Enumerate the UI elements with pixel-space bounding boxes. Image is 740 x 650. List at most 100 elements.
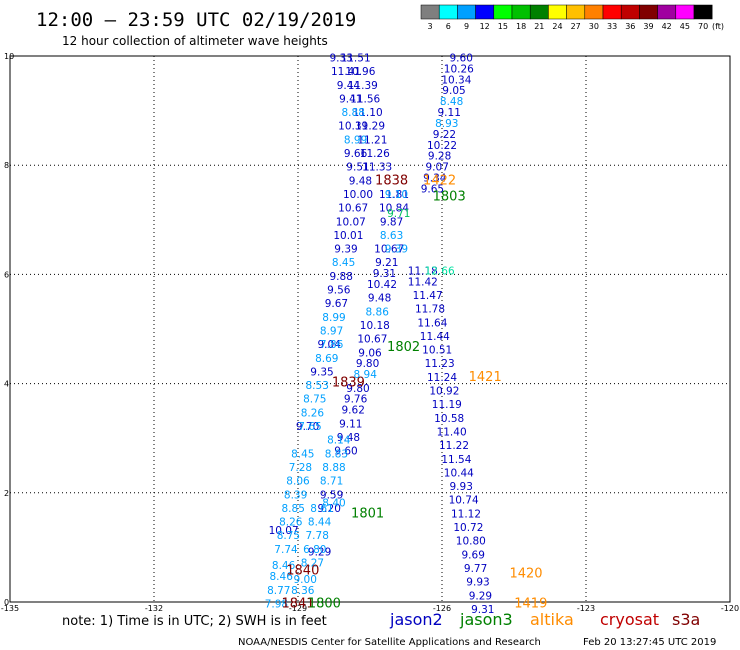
wave-height-value: 9.71 xyxy=(387,208,410,220)
footer-credit: NOAA/NESDIS Center for Satellite Applica… xyxy=(238,637,541,648)
pass-time-label: 1802 xyxy=(387,340,420,355)
wave-height-value: 9.00 xyxy=(294,574,317,586)
legend-swatch xyxy=(657,4,677,20)
plot-frame xyxy=(9,55,731,603)
wave-height-value: 8.86 xyxy=(366,306,390,318)
wave-height-value: 11.33 xyxy=(362,162,392,174)
legend-bin-label: 24 xyxy=(552,22,562,31)
wave-height-value: 9.56 xyxy=(327,285,351,297)
wave-height-value: 11.21 xyxy=(357,134,387,146)
wave-height-value: 11.39 xyxy=(348,80,378,92)
wave-height-value: 10.67 xyxy=(357,334,387,346)
legend-bin-label: 18 xyxy=(516,22,526,31)
wave-height-value: 7.78 xyxy=(306,530,329,542)
wave-height-value: 10.07 xyxy=(269,525,299,537)
legend-bin-label: 27 xyxy=(571,22,581,31)
wave-height-value: 10.51 xyxy=(422,345,452,357)
pass-time-label: 1838 xyxy=(375,173,408,188)
data-points: 9.6010.2610.349.058.489.118.939.2210.229… xyxy=(265,52,495,615)
wave-height-value: 7.98 xyxy=(265,598,288,610)
legend-swatch xyxy=(529,4,549,20)
wave-height-value: 9.20 xyxy=(318,503,341,515)
wave-height-value: 9.44 xyxy=(337,80,361,92)
chart-title: 12:00 – 23:59 UTC 02/19/2019 xyxy=(36,9,356,31)
wave-height-value: 9.48 xyxy=(368,293,391,305)
wave-height-value: 9.88 xyxy=(330,271,353,283)
wave-height-value: 8.27 xyxy=(301,558,324,570)
legend-bin-label: 15 xyxy=(498,22,508,31)
wave-height-value: 11.22 xyxy=(439,440,469,452)
wave-height-value: 8.44 xyxy=(308,517,332,529)
wave-height-value: 11.41 xyxy=(331,66,361,78)
wave-height-value: 8.26 xyxy=(279,517,303,529)
legend-swatch xyxy=(584,4,604,20)
wave-height-value: 9.80 xyxy=(346,383,369,395)
wave-height-value: 8.77 xyxy=(267,585,290,597)
wave-height-value: 10.44 xyxy=(444,467,474,479)
grid-lines xyxy=(10,56,730,602)
wave-height-value: 9.48 xyxy=(337,432,360,444)
wave-height-value: 8.63 xyxy=(380,230,403,242)
legend-bin-label: 45 xyxy=(680,22,690,31)
wave-height-value: 9.22 xyxy=(433,129,456,141)
y-tick-label: 2 xyxy=(4,489,9,498)
legend-bin-label: 12 xyxy=(480,22,490,31)
wave-height-value: 9.04 xyxy=(318,339,342,351)
wave-height-value: 9.34 xyxy=(423,173,447,185)
x-tick-label: -135 xyxy=(1,604,19,613)
y-tick-label: 0 xyxy=(4,598,9,607)
legend-swatch xyxy=(457,4,476,20)
wave-height-value: 8.46 xyxy=(272,560,296,572)
legend-swatch xyxy=(493,4,513,20)
wave-height-value: 10.67 xyxy=(338,203,368,215)
wave-height-value: 9.28 xyxy=(428,151,451,163)
wave-height-value: 11.19 xyxy=(432,399,462,411)
y-tick-label: 6 xyxy=(4,270,9,279)
wave-height-value: 12.66 xyxy=(425,265,455,277)
wave-height-value: 8.83 xyxy=(325,448,348,460)
wave-height-value: 7.28 xyxy=(289,462,312,474)
satellite-legend: jason2 jason3 altika cryosat s3a xyxy=(389,610,700,629)
pass-time-label: 1420 xyxy=(509,566,542,581)
wave-height-value: 9.41 xyxy=(339,93,362,105)
pass-time-label: 1419 xyxy=(514,596,547,611)
wave-height-value: 11.54 xyxy=(441,454,471,466)
pass-time-label: 1801 xyxy=(351,506,384,521)
wave-height-value: 9.29 xyxy=(469,590,492,602)
wave-height-value: 10.39 xyxy=(338,121,368,133)
wave-height-value: 9.31 xyxy=(471,604,494,616)
wave-height-value: 10.01 xyxy=(333,230,363,242)
wave-height-value: 8.36 xyxy=(291,585,315,597)
wave-height-value: 8.61 xyxy=(310,503,333,515)
wave-height-value: 8.93 xyxy=(435,118,458,130)
wave-height-value: 8.85 xyxy=(282,503,305,515)
wave-height-value: 9.39 xyxy=(334,244,357,256)
legend-swatch xyxy=(639,4,658,20)
wave-height-value: 11.29 xyxy=(355,121,385,133)
wave-height-value: 7.74 xyxy=(274,544,298,556)
legend-swatch xyxy=(620,4,640,20)
wave-height-value: 8.75 xyxy=(277,530,300,542)
wave-height-value: 10.26 xyxy=(444,63,474,75)
y-tick-labels: 0 2 4 6 8 10 xyxy=(4,52,14,607)
wave-height-value: 10.96 xyxy=(345,66,375,78)
wave-height-value: 11.56 xyxy=(350,93,380,105)
x-tick-label: -129 xyxy=(289,604,307,613)
wave-height-value: 9.48 xyxy=(349,175,372,187)
wave-height-value: 11.10 xyxy=(353,107,383,119)
chart-subtitle: 12 hour collection of altimeter wave hei… xyxy=(62,34,328,48)
legend-swatch xyxy=(511,4,531,20)
satellite-name: s3a xyxy=(672,610,700,629)
wave-height-value: 9.07 xyxy=(426,162,449,174)
wave-height-value: 9.93 xyxy=(450,481,473,493)
wave-height-value: 9.21 xyxy=(375,257,398,269)
wave-height-value: 8.97 xyxy=(320,325,343,337)
wave-height-value: 11.44 xyxy=(420,331,450,343)
pass-time-label: 1840 xyxy=(286,564,319,579)
wave-height-value: 10.07 xyxy=(336,216,366,228)
wave-height-value: 8.94 xyxy=(354,369,378,381)
wave-height-value: 10.42 xyxy=(367,279,397,291)
wave-height-value: 8.53 xyxy=(306,380,329,392)
